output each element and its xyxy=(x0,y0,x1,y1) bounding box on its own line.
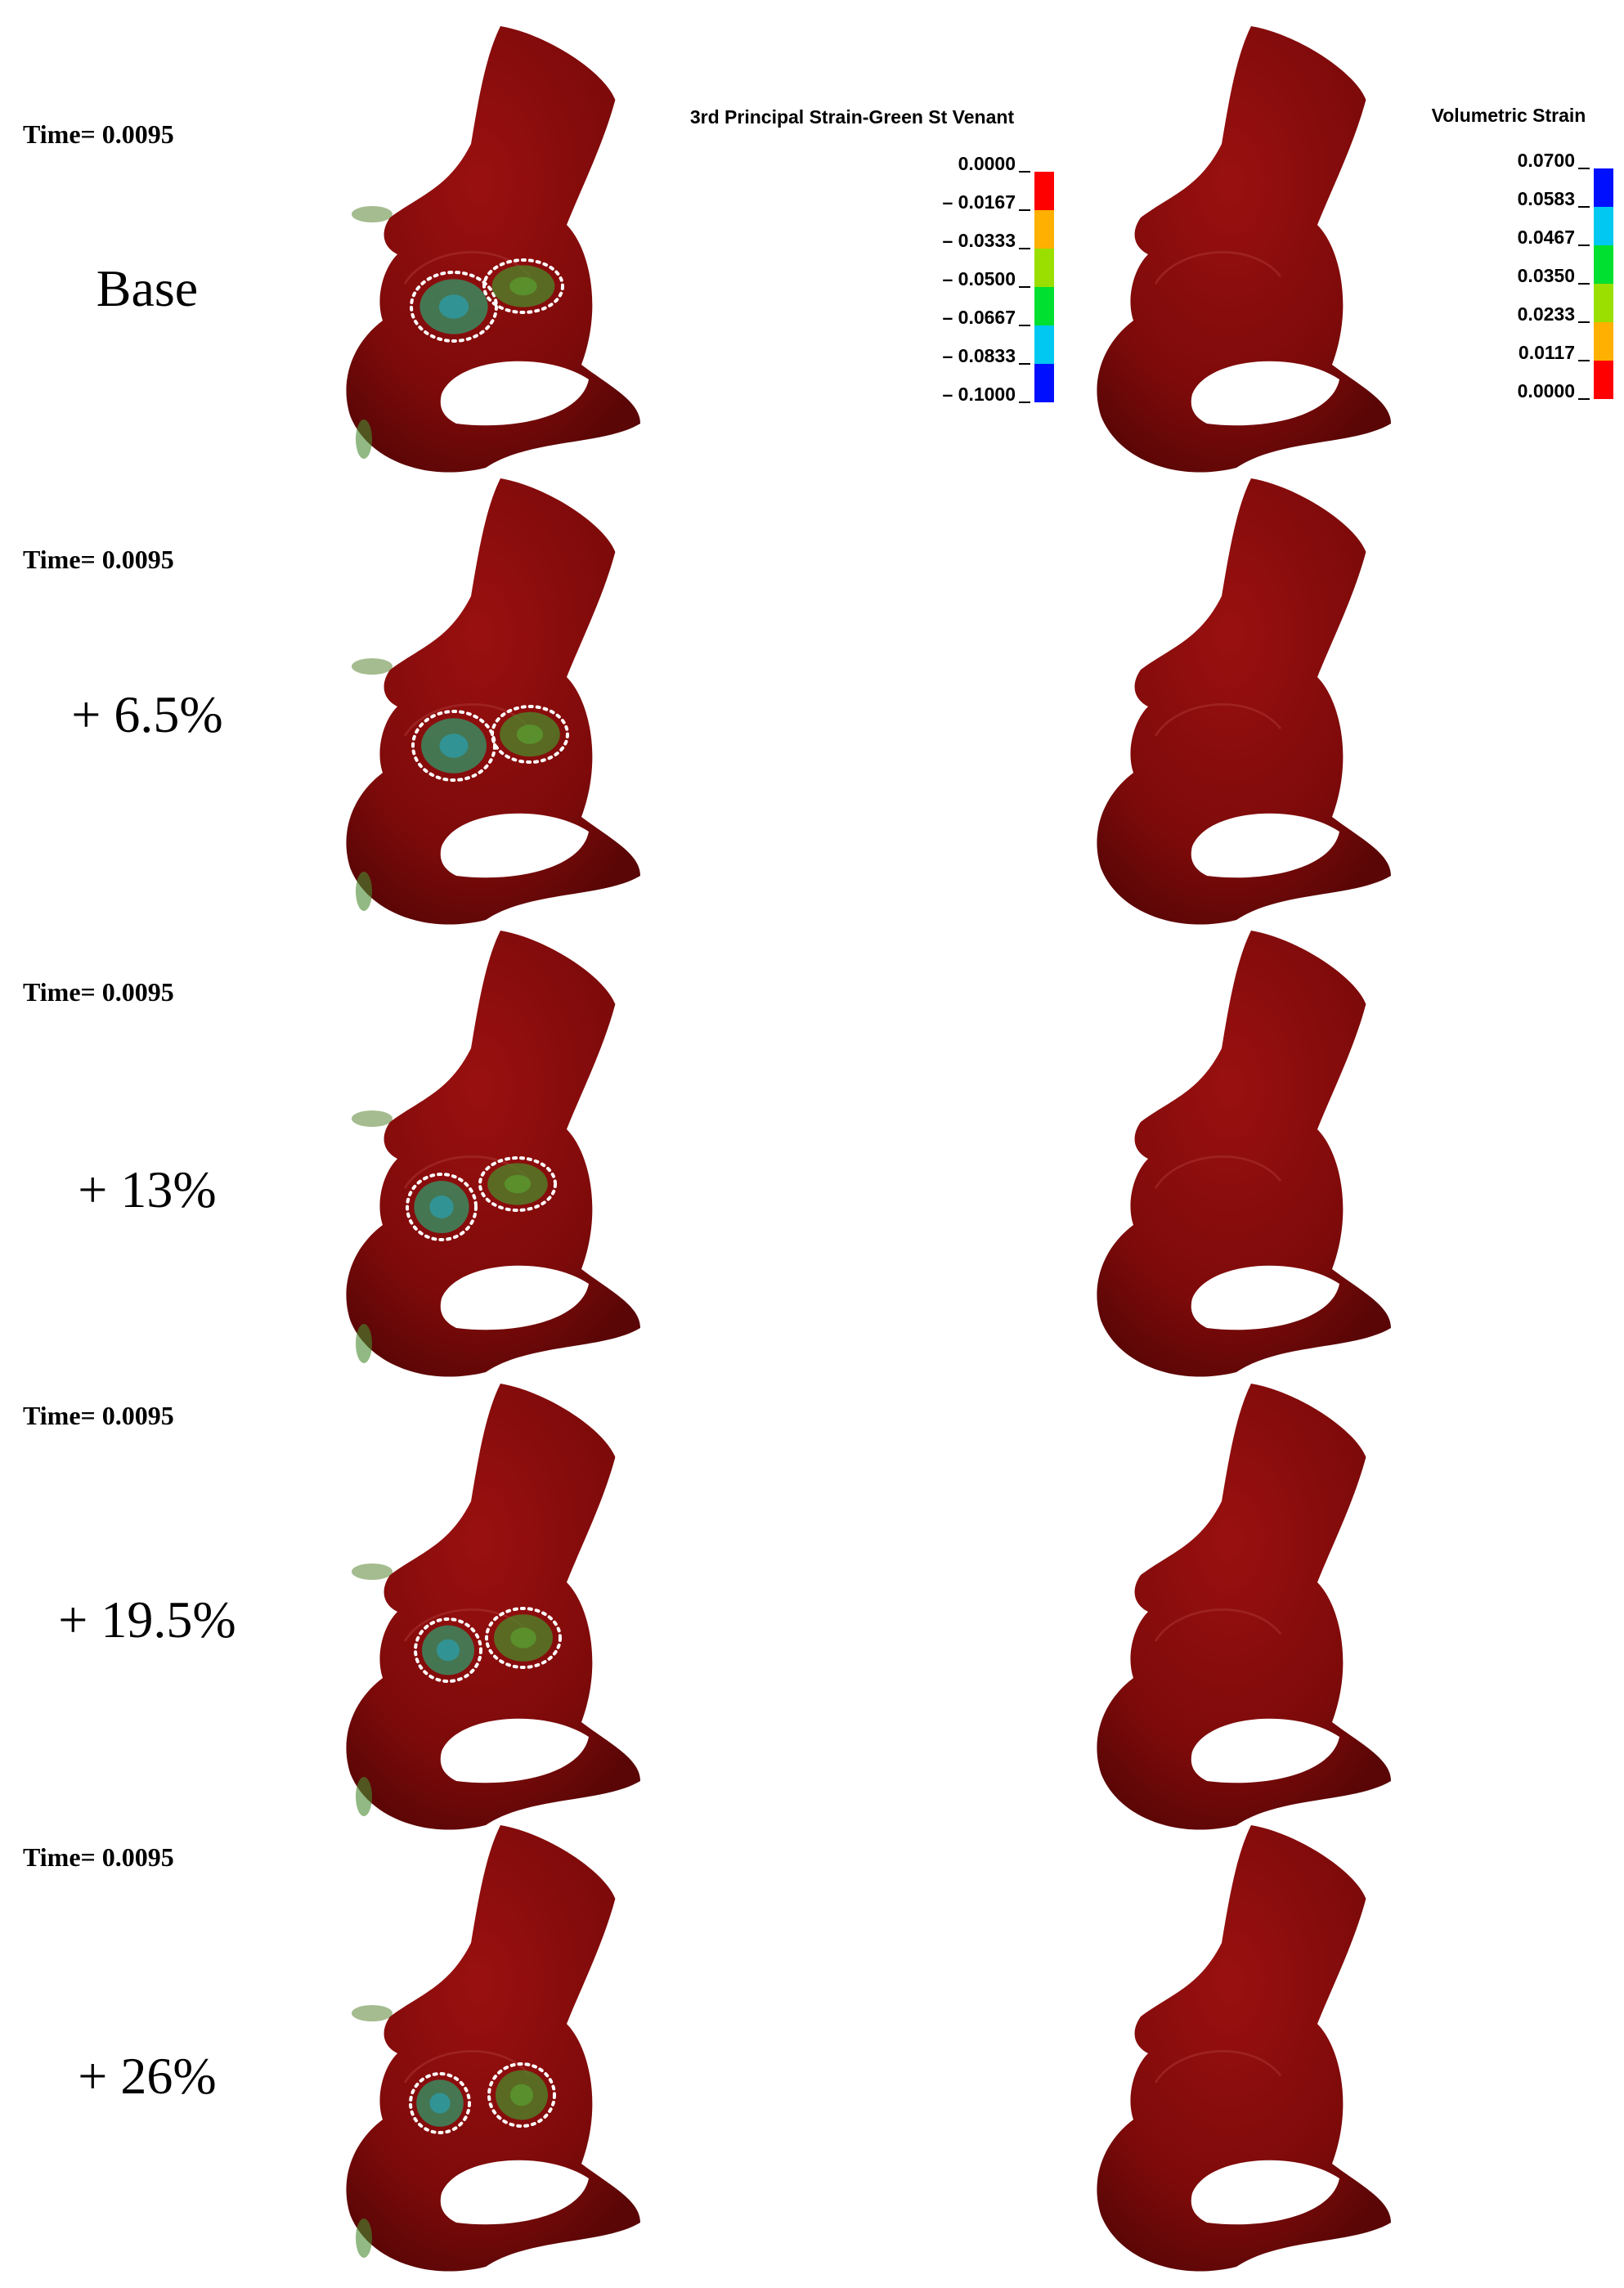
time-label: Time= 0.0095 xyxy=(23,119,174,149)
highlight-ellipse xyxy=(487,2062,556,2128)
condition-label: Base xyxy=(96,259,198,317)
color-segment xyxy=(1594,361,1613,399)
legend-tick-label: – 0.0167 xyxy=(942,191,1016,213)
legend-tick-label: – 0.0667 xyxy=(942,307,1016,328)
legend-tick-label: 0.0467 xyxy=(1518,227,1575,248)
condition-label: + 26% xyxy=(78,2047,216,2105)
pelvis-right xyxy=(1097,1825,1391,2272)
condition-label: + 6.5% xyxy=(71,685,222,743)
color-segment xyxy=(1594,168,1613,207)
color-segment xyxy=(1034,364,1054,402)
highlight-ellipse xyxy=(406,1173,478,1241)
legend-tick-label: – 0.0500 xyxy=(942,268,1016,289)
pelvis-right xyxy=(1097,26,1391,473)
highlight-ellipse xyxy=(482,258,564,314)
strain-patch xyxy=(356,1324,372,1363)
legend-tick-label: 0.0000 xyxy=(1518,380,1575,402)
strain-patch xyxy=(352,658,393,675)
legend-title: 3rd Principal Strain-Green St Venant xyxy=(690,106,1015,128)
color-segment xyxy=(1034,287,1054,325)
strain-core xyxy=(437,1639,460,1662)
strain-patch xyxy=(352,1110,393,1127)
color-segment xyxy=(1034,210,1054,249)
highlight-ellipse xyxy=(478,1156,557,1212)
strain-patch xyxy=(356,2218,372,2258)
highlight-ellipse xyxy=(410,271,498,343)
strain-patch xyxy=(356,419,372,459)
strain-patch xyxy=(356,1777,372,1816)
time-label: Time= 0.0095 xyxy=(23,977,174,1007)
strain-core xyxy=(516,725,544,744)
color-segment xyxy=(1594,207,1613,245)
color-segment xyxy=(1034,172,1054,210)
strain-core xyxy=(429,1196,454,1218)
color-segment xyxy=(1034,325,1054,364)
strain-core xyxy=(438,294,469,319)
condition-label: + 13% xyxy=(78,1160,216,1218)
legend-tick-label: 0.0700 xyxy=(1518,150,1575,171)
legend-tick-label: 0.0583 xyxy=(1518,188,1575,209)
color-segment xyxy=(1594,245,1613,284)
legend-tick-label: 0.0000 xyxy=(958,153,1016,174)
legend-tick-label: – 0.1000 xyxy=(942,384,1016,405)
strain-core xyxy=(504,1174,532,1194)
highlight-ellipse xyxy=(414,1617,482,1683)
legend-tick-label: 0.0233 xyxy=(1518,303,1575,325)
legend-tick-label: – 0.0833 xyxy=(942,345,1016,366)
strain-core xyxy=(509,276,537,296)
legend-tick-label: – 0.0333 xyxy=(942,230,1016,251)
strain-patch xyxy=(352,206,393,222)
strain-patch xyxy=(352,2005,393,2021)
strain-core xyxy=(439,734,469,758)
color-segment xyxy=(1594,322,1613,361)
pelvis-left xyxy=(346,931,640,1377)
condition-label: + 19.5% xyxy=(58,1590,236,1649)
pelvis-right xyxy=(1097,931,1391,1377)
pelvis-right xyxy=(1097,478,1391,925)
time-label: Time= 0.0095 xyxy=(23,545,174,574)
highlight-ellipse xyxy=(409,2072,471,2134)
legend-tick-label: 0.0117 xyxy=(1519,342,1575,363)
pelvis-left xyxy=(346,1825,640,2272)
strain-core xyxy=(429,2093,451,2114)
time-label: Time= 0.0095 xyxy=(23,1401,174,1430)
strain-patch xyxy=(352,1563,393,1580)
legend-tick-label: 0.0350 xyxy=(1518,265,1575,286)
time-label: Time= 0.0095 xyxy=(23,1842,174,1872)
pelvis-left xyxy=(346,478,640,925)
pelvis-left xyxy=(346,1384,640,1830)
color-segment xyxy=(1594,284,1613,322)
highlight-ellipse xyxy=(485,1607,562,1669)
strain-core xyxy=(510,1627,536,1649)
highlight-ellipse xyxy=(491,705,569,764)
pelvis-left xyxy=(346,26,640,473)
legend-title: Volumetric Strain xyxy=(1432,105,1586,126)
pelvis-right xyxy=(1097,1384,1391,1830)
strain-patch xyxy=(356,872,372,911)
strain-core xyxy=(510,2084,533,2106)
color-segment xyxy=(1034,249,1054,287)
